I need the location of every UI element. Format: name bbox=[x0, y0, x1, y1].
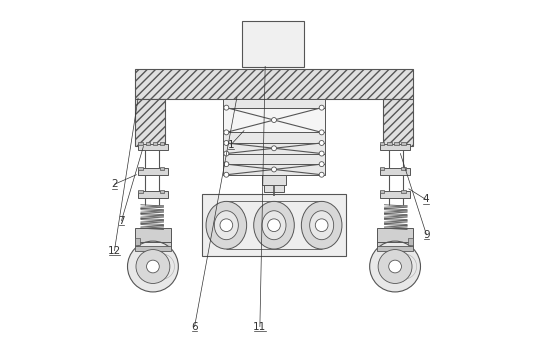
Bar bbox=[159, 142, 164, 145]
Circle shape bbox=[224, 151, 229, 156]
Circle shape bbox=[224, 140, 229, 145]
Bar bbox=[152, 142, 157, 145]
Bar bbox=[138, 168, 168, 175]
Circle shape bbox=[315, 219, 328, 232]
Circle shape bbox=[146, 260, 159, 273]
Ellipse shape bbox=[262, 211, 286, 240]
Bar bbox=[261, 175, 287, 185]
Circle shape bbox=[220, 219, 233, 232]
Circle shape bbox=[319, 172, 324, 177]
Bar bbox=[135, 228, 170, 251]
Bar bbox=[223, 154, 325, 164]
Bar bbox=[242, 21, 304, 67]
Ellipse shape bbox=[254, 201, 294, 249]
Bar bbox=[380, 191, 410, 198]
Bar bbox=[380, 190, 385, 193]
Bar bbox=[378, 228, 413, 251]
Ellipse shape bbox=[214, 211, 238, 240]
Ellipse shape bbox=[301, 201, 342, 249]
Bar bbox=[223, 143, 325, 154]
Bar bbox=[135, 238, 140, 245]
Text: 11: 11 bbox=[253, 322, 266, 331]
Bar bbox=[159, 190, 164, 193]
Text: 1: 1 bbox=[227, 140, 234, 150]
Bar bbox=[202, 194, 346, 256]
Bar bbox=[139, 190, 142, 193]
Text: 9: 9 bbox=[423, 230, 430, 240]
Bar bbox=[402, 142, 406, 145]
Bar bbox=[139, 142, 142, 145]
Circle shape bbox=[319, 130, 324, 135]
Circle shape bbox=[224, 172, 229, 177]
Bar bbox=[138, 144, 168, 150]
Circle shape bbox=[224, 162, 229, 167]
Bar bbox=[402, 167, 406, 170]
Text: 6: 6 bbox=[191, 322, 198, 331]
Circle shape bbox=[389, 260, 402, 273]
Circle shape bbox=[267, 219, 281, 232]
Polygon shape bbox=[135, 69, 413, 99]
Bar bbox=[139, 167, 142, 170]
Ellipse shape bbox=[206, 201, 247, 249]
Bar bbox=[138, 191, 168, 198]
Bar bbox=[223, 132, 325, 143]
Text: 7: 7 bbox=[118, 216, 125, 226]
Bar bbox=[159, 167, 164, 170]
Text: 4: 4 bbox=[423, 195, 429, 204]
Circle shape bbox=[136, 250, 170, 283]
Circle shape bbox=[224, 130, 229, 135]
Ellipse shape bbox=[310, 211, 334, 240]
Circle shape bbox=[319, 162, 324, 167]
Text: 2: 2 bbox=[111, 179, 118, 189]
Polygon shape bbox=[135, 99, 164, 146]
Bar bbox=[135, 246, 170, 251]
Circle shape bbox=[319, 140, 324, 145]
Bar bbox=[378, 246, 413, 251]
Bar bbox=[223, 164, 325, 175]
Bar bbox=[223, 108, 325, 132]
Circle shape bbox=[378, 250, 412, 283]
Bar bbox=[395, 142, 398, 145]
Circle shape bbox=[271, 146, 277, 151]
Circle shape bbox=[271, 167, 277, 172]
Bar bbox=[380, 144, 410, 150]
Circle shape bbox=[319, 105, 324, 110]
Bar bbox=[387, 142, 392, 145]
Polygon shape bbox=[384, 99, 413, 146]
Bar bbox=[402, 190, 406, 193]
Circle shape bbox=[370, 241, 420, 292]
Circle shape bbox=[271, 118, 277, 122]
Text: 12: 12 bbox=[108, 246, 121, 256]
Circle shape bbox=[319, 151, 324, 156]
Bar bbox=[380, 168, 410, 175]
Bar bbox=[380, 142, 385, 145]
Bar bbox=[146, 142, 150, 145]
Bar bbox=[380, 167, 385, 170]
Circle shape bbox=[224, 105, 229, 110]
Bar bbox=[408, 238, 413, 245]
Circle shape bbox=[128, 241, 178, 292]
Bar bbox=[223, 99, 325, 108]
Bar bbox=[264, 185, 283, 192]
